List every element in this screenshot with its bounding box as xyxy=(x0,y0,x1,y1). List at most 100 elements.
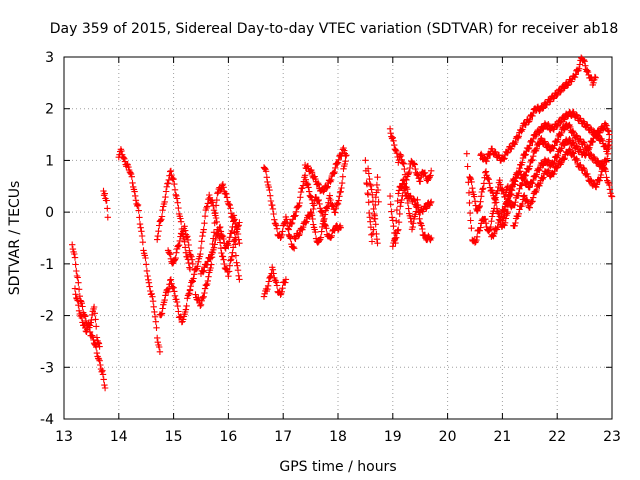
data-point xyxy=(74,274,81,281)
data-point xyxy=(225,200,232,207)
data-point xyxy=(573,143,581,150)
data-point xyxy=(307,208,314,216)
data-point xyxy=(317,208,325,215)
data-point xyxy=(426,235,433,243)
data-point xyxy=(95,340,103,347)
data-point xyxy=(428,234,435,242)
data-point xyxy=(278,231,285,239)
data-point xyxy=(228,227,235,235)
data-point xyxy=(78,314,85,322)
data-point xyxy=(602,121,609,129)
data-point xyxy=(482,168,490,175)
data-point xyxy=(540,104,547,111)
data-point xyxy=(537,136,544,143)
data-point xyxy=(315,196,322,204)
data-point xyxy=(291,213,298,220)
data-point xyxy=(529,112,536,120)
data-point xyxy=(218,249,225,257)
data-point xyxy=(197,302,204,309)
data-point xyxy=(262,168,270,175)
data-point xyxy=(504,210,511,217)
data-point xyxy=(260,293,268,300)
data-point xyxy=(478,193,485,200)
data-point xyxy=(342,152,349,160)
data-point xyxy=(163,183,170,190)
data-point xyxy=(217,187,225,194)
data-point xyxy=(404,199,412,207)
data-point xyxy=(75,307,83,314)
data-point xyxy=(343,152,350,159)
data-point xyxy=(272,220,279,228)
data-point xyxy=(96,357,103,364)
data-point xyxy=(134,201,142,209)
data-point xyxy=(516,185,523,192)
data-point xyxy=(145,276,152,283)
data-point xyxy=(269,266,277,273)
data-point xyxy=(373,181,381,189)
data-point xyxy=(331,168,338,176)
data-point xyxy=(410,196,418,203)
data-point xyxy=(167,167,175,175)
data-point xyxy=(305,184,312,191)
data-point xyxy=(365,199,372,206)
data-point xyxy=(584,144,591,152)
data-point xyxy=(273,222,280,229)
data-point xyxy=(225,242,232,249)
data-point xyxy=(603,158,610,166)
data-point xyxy=(427,172,434,179)
data-point xyxy=(227,205,234,212)
data-point xyxy=(230,217,238,224)
data-point xyxy=(214,190,221,197)
data-point xyxy=(497,181,504,188)
data-point xyxy=(216,224,223,231)
data-point xyxy=(290,243,297,251)
data-point xyxy=(136,214,143,221)
data-point xyxy=(426,173,433,181)
data-point xyxy=(193,266,200,273)
data-point xyxy=(186,290,193,297)
data-point xyxy=(234,262,241,269)
data-point xyxy=(422,204,429,211)
data-point xyxy=(594,157,601,164)
data-point xyxy=(334,159,342,166)
data-point xyxy=(539,162,546,169)
data-point xyxy=(100,376,107,383)
data-point xyxy=(231,229,238,236)
data-point xyxy=(101,190,108,197)
data-point xyxy=(529,138,536,145)
data-point xyxy=(414,201,421,209)
data-point xyxy=(551,157,558,165)
data-point xyxy=(501,155,508,162)
data-point xyxy=(152,318,159,325)
data-point xyxy=(398,196,405,204)
data-point xyxy=(582,62,589,69)
data-point xyxy=(144,272,151,280)
data-point xyxy=(167,168,174,175)
data-point xyxy=(386,192,394,200)
data-point xyxy=(279,228,286,235)
data-point xyxy=(519,159,526,166)
data-point xyxy=(606,181,613,189)
data-point xyxy=(367,218,374,225)
data-point xyxy=(528,198,536,206)
data-point xyxy=(603,174,610,181)
data-point xyxy=(123,160,131,168)
data-point xyxy=(365,170,372,177)
data-point xyxy=(395,219,403,226)
data-point xyxy=(407,215,414,222)
data-point xyxy=(230,214,237,222)
data-point xyxy=(223,190,230,198)
data-point xyxy=(512,199,519,206)
data-point xyxy=(295,232,303,239)
data-point xyxy=(210,244,218,251)
data-point xyxy=(468,225,475,232)
data-point xyxy=(528,157,536,164)
data-point xyxy=(200,267,207,274)
data-point xyxy=(143,261,150,268)
data-point xyxy=(532,132,540,140)
data-point xyxy=(158,311,165,319)
data-point xyxy=(69,245,77,253)
data-point xyxy=(417,219,424,226)
data-point xyxy=(273,282,281,289)
data-point xyxy=(308,212,316,219)
